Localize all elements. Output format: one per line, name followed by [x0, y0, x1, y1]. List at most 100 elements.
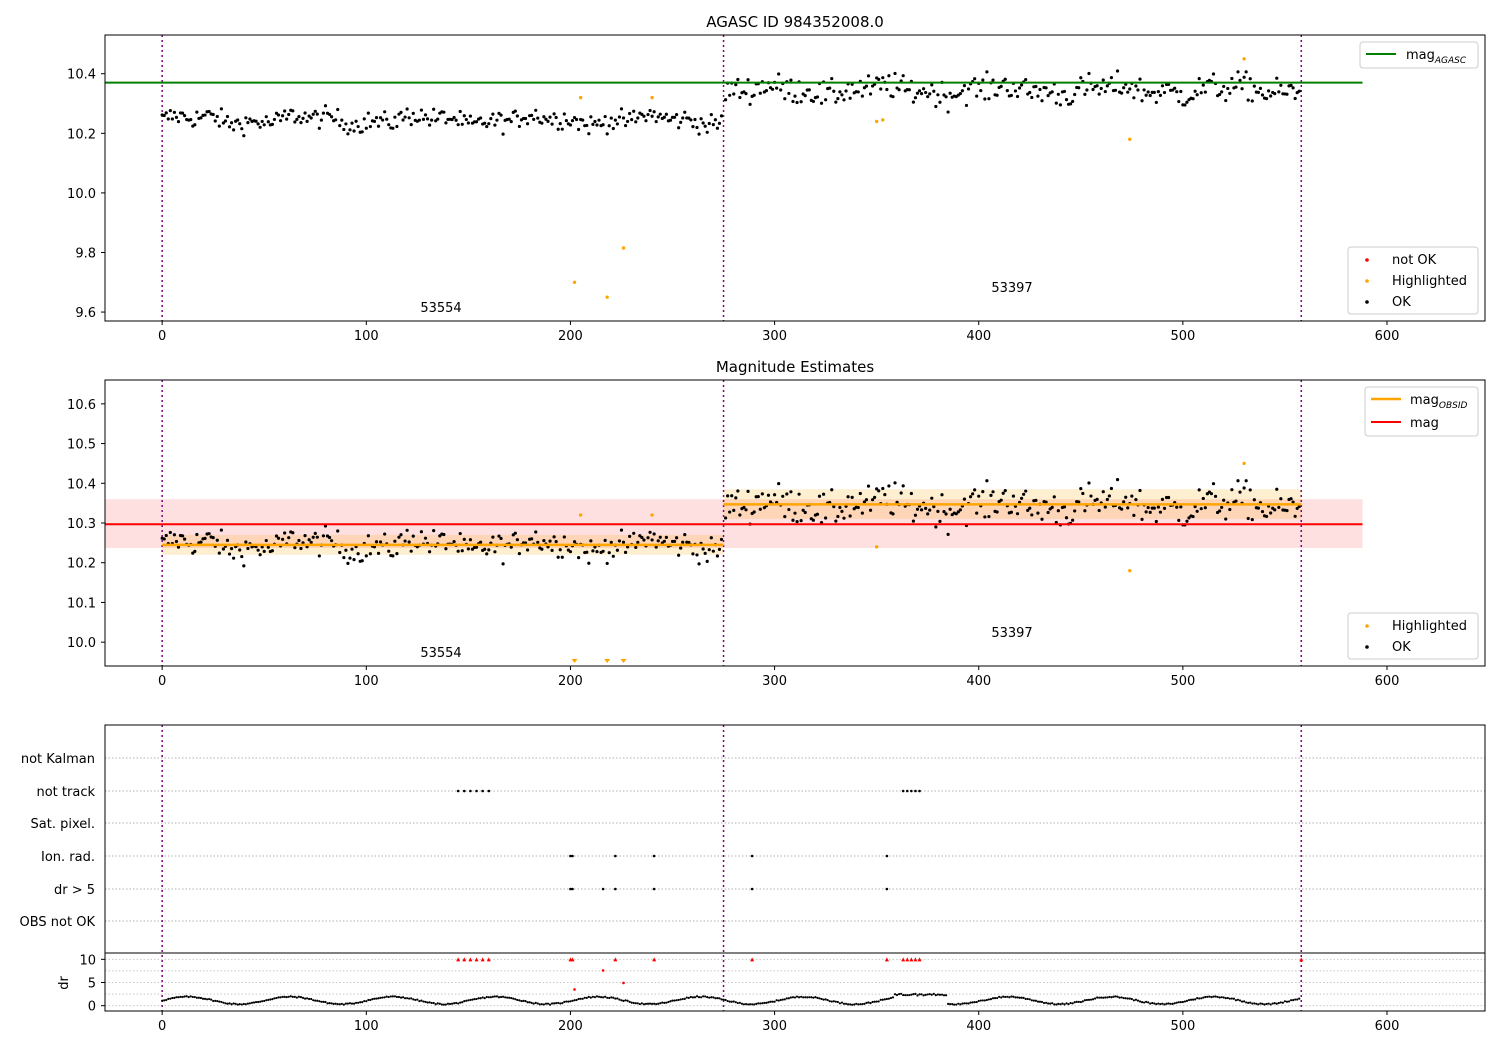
- dr-point: [489, 996, 492, 999]
- ok-point: [930, 496, 934, 500]
- highlighted-point: [881, 118, 885, 122]
- dr-point: [540, 1003, 543, 1006]
- ok-point: [487, 122, 491, 126]
- ok-point: [1191, 97, 1195, 101]
- ok-point: [248, 117, 252, 121]
- dr-point: [238, 1003, 241, 1006]
- ok-point: [1089, 494, 1093, 498]
- dr-point: [779, 998, 782, 1002]
- ok-point: [964, 103, 969, 108]
- ok-point: [493, 123, 497, 127]
- panel1-legend-bottom: not OK Highlighted OK: [1347, 246, 1479, 315]
- ok-point: [293, 546, 297, 550]
- ok-point: [791, 99, 795, 104]
- ok-point: [1252, 84, 1256, 88]
- dr-point: [1114, 995, 1117, 998]
- ok-point: [1199, 91, 1203, 95]
- ok-point: [658, 112, 662, 116]
- ok-point: [329, 539, 334, 543]
- dr-point: [1212, 995, 1215, 998]
- dr-point: [720, 998, 723, 1001]
- flag-point: [481, 789, 484, 793]
- dr-point: [1257, 1003, 1260, 1006]
- ok-point: [236, 118, 240, 122]
- flag-row-label: Ion. rad.: [41, 850, 95, 865]
- dr-point: [1091, 998, 1095, 1001]
- dr-point: [704, 995, 707, 998]
- ok-point: [1071, 518, 1075, 522]
- ok-point: [1132, 96, 1136, 100]
- dr-point: [514, 998, 517, 1001]
- dr-point: [987, 998, 991, 1001]
- ok-point: [395, 552, 399, 556]
- dr-point: [1075, 1000, 1078, 1003]
- dr-point: [495, 995, 499, 998]
- ok-point: [1160, 84, 1165, 88]
- dr-point: [640, 1002, 643, 1005]
- dr-point: [399, 996, 403, 999]
- dr-point: [187, 996, 190, 999]
- ok-point: [199, 116, 203, 120]
- ok-point: [1024, 77, 1028, 82]
- ok-point: [885, 87, 889, 92]
- ok-point: [1244, 479, 1248, 483]
- ok-point: [1128, 87, 1132, 91]
- ok-point: [489, 117, 493, 121]
- ok-point: [640, 535, 644, 540]
- dr-point: [246, 1002, 249, 1005]
- y-tick-label: 10.3: [67, 517, 96, 532]
- ok-point: [830, 488, 834, 492]
- dr-point: [806, 996, 809, 999]
- ok-point: [1040, 99, 1044, 103]
- ok-point: [648, 530, 652, 534]
- dr-point: [1255, 1002, 1258, 1005]
- ok-point: [360, 130, 364, 134]
- ok-point: [1275, 76, 1279, 80]
- ok-point: [1177, 99, 1181, 104]
- dr-clipped-marker: [468, 957, 473, 962]
- dr-point: [989, 998, 993, 1001]
- dr-point: [179, 995, 182, 998]
- ok-point: [552, 112, 556, 116]
- ok-point: [554, 115, 558, 120]
- panel2-title: Magnitude Estimates: [716, 358, 874, 376]
- dr-point: [634, 1002, 637, 1005]
- ok-point: [299, 121, 303, 125]
- ok-point: [1291, 500, 1295, 504]
- dr-point: [836, 1000, 839, 1004]
- ok-point: [499, 113, 503, 117]
- dr-point: [212, 999, 215, 1003]
- ok-point: [587, 561, 591, 565]
- dr-point: [240, 1003, 243, 1006]
- dr-point: [910, 993, 913, 996]
- ok-point: [674, 112, 679, 117]
- dr-point: [763, 1001, 766, 1004]
- ok-point: [577, 556, 581, 560]
- ok-point: [1242, 486, 1246, 490]
- ok-point: [1044, 86, 1048, 90]
- dr-point: [1093, 997, 1097, 1000]
- dr-clipped-marker: [909, 957, 914, 962]
- ok-point: [174, 539, 179, 544]
- ok-point: [697, 562, 701, 566]
- ok-point: [1034, 84, 1038, 89]
- dr-clipped-marker: [652, 957, 657, 962]
- ok-point: [354, 119, 358, 123]
- ok-point: [1285, 92, 1289, 96]
- ok-point: [648, 108, 652, 113]
- ok-point: [734, 83, 738, 87]
- ok-point: [285, 117, 289, 121]
- ok-point: [1267, 89, 1271, 93]
- ok-point: [672, 539, 677, 543]
- ok-point: [432, 528, 436, 533]
- dr-point: [369, 998, 372, 1002]
- dr-point: [608, 996, 611, 1000]
- dr-point: [401, 996, 405, 999]
- dr-point: [532, 1002, 535, 1005]
- ok-point: [542, 115, 546, 119]
- dr-point: [483, 996, 486, 1000]
- dr-point: [618, 998, 621, 1001]
- ok-point: [728, 510, 732, 514]
- y-tick-label: 10.2: [67, 127, 96, 142]
- ok-point: [444, 547, 448, 551]
